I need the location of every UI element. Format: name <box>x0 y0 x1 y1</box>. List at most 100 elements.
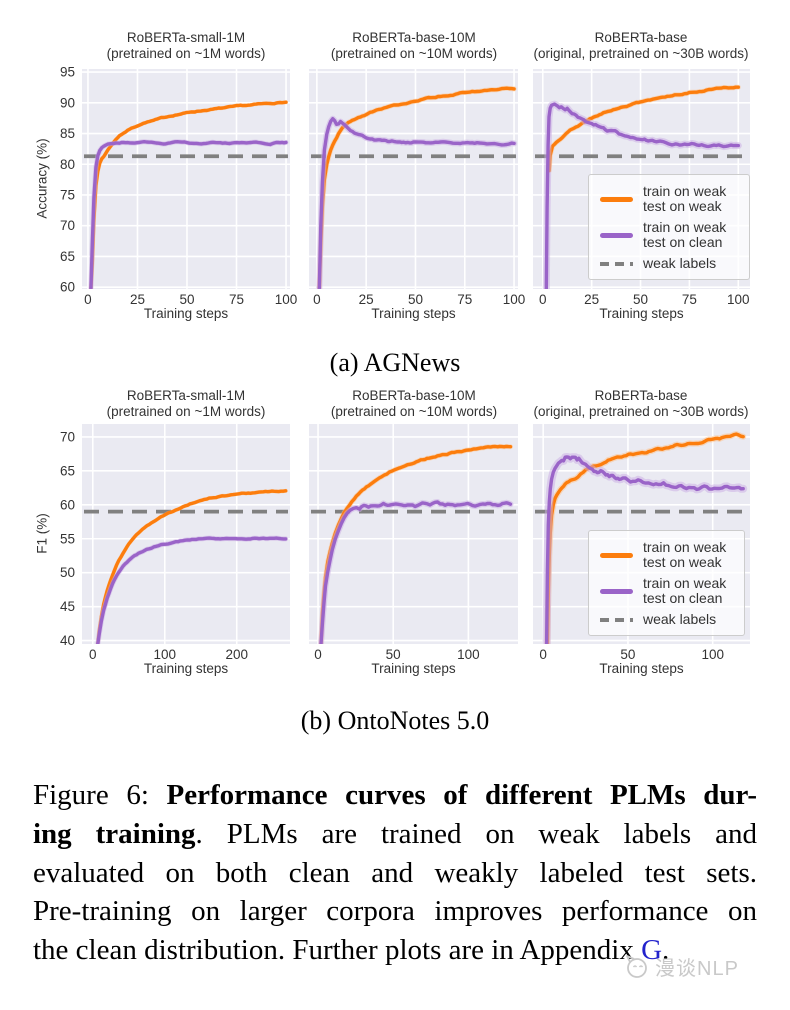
watermark-text: 漫谈NLP <box>655 957 739 980</box>
x-axis-label: Training steps <box>599 306 684 321</box>
legend-item-train-weak-test-clean: train on weak test on clean <box>600 220 739 250</box>
panel-title-line2: (original, pretrained on ~30B words) <box>533 403 749 419</box>
chart-legend: train on weak test on weak train on weak t… <box>588 174 750 280</box>
caption-line: Pre-training on larger corpora improves … <box>33 892 757 931</box>
caption-text: Pre-training on larger corpora improves … <box>33 895 757 928</box>
watermark-logo-icon <box>626 955 647 978</box>
panel-title-line1: RoBERTa-small-1M <box>126 388 246 403</box>
svg-text:50: 50 <box>408 292 423 307</box>
panel-title-b3: RoBERTa-base (original, pretrained on ~3… <box>501 388 781 419</box>
legend-item-train-weak-test-weak: train on weak test on weak <box>600 540 734 570</box>
svg-text:50: 50 <box>60 565 75 580</box>
svg-text:50: 50 <box>179 292 194 307</box>
legend-label: train on weak <box>643 539 727 555</box>
svg-text:50: 50 <box>620 647 635 662</box>
legend-label: train on weak <box>643 183 727 199</box>
legend-label: test on weak <box>643 198 722 214</box>
svg-text:75: 75 <box>457 292 472 307</box>
svg-text:65: 65 <box>60 463 75 478</box>
svg-text:200: 200 <box>225 647 248 662</box>
legend-line-purple <box>600 232 633 238</box>
y-axis-label-f1: F1 (%) <box>34 513 50 554</box>
legend-label: weak labels <box>643 611 717 627</box>
panel-title-line1: RoBERTa-base <box>594 388 688 403</box>
legend-label: test on weak <box>643 554 722 570</box>
svg-text:100: 100 <box>275 292 298 307</box>
panel-title-line1: RoBERTa-small-1M <box>126 30 246 45</box>
svg-text:0: 0 <box>84 292 92 307</box>
svg-text:90: 90 <box>60 95 75 110</box>
panel-title-line2: (pretrained on ~10M words) <box>330 403 498 419</box>
panel-title-b1: RoBERTa-small-1M (pretrained on ~1M word… <box>46 388 326 419</box>
panel-title-line2: (pretrained on ~10M words) <box>330 45 498 61</box>
charts-canvas: 0 25 50 75 100 60 65 70 75 80 85 90 95 0 25 50 75 100 0 25 5… <box>60 65 750 662</box>
svg-text:70: 70 <box>60 218 75 233</box>
svg-text:80: 80 <box>60 157 75 172</box>
legend-label: test on clean <box>643 590 723 606</box>
legend-line-orange <box>600 552 633 558</box>
panel-title-line1: RoBERTa-base-10M <box>352 30 476 45</box>
svg-text:45: 45 <box>60 599 75 614</box>
panel-title-line2: (original, pretrained on ~30B words) <box>533 45 749 61</box>
subfigure-label-a: (a) AGNews <box>329 348 461 377</box>
svg-text:100: 100 <box>457 647 480 662</box>
subfigure-label-b: (b) OntoNotes 5.0 <box>300 706 490 735</box>
svg-text:25: 25 <box>130 292 145 307</box>
caption-line: ing training. PLMs are trained on weak l… <box>33 815 757 854</box>
svg-text:55: 55 <box>60 531 75 546</box>
caption-text: . PLMs are trained on weak labels and <box>195 817 757 850</box>
panel-title-a1: RoBERTa-small-1M (pretrained on ~1M word… <box>46 30 326 61</box>
caption-text: the clean distribution. Further plots ar… <box>33 934 642 967</box>
svg-text:75: 75 <box>682 292 697 307</box>
x-axis-label: Training steps <box>371 306 456 321</box>
chart-legend: train on weak test on weak train on weak t… <box>588 530 745 636</box>
caption-text: Figure 6: <box>33 779 167 811</box>
svg-text:40: 40 <box>60 633 75 648</box>
svg-text:95: 95 <box>60 65 75 80</box>
caption-text: . <box>662 934 670 967</box>
panel-title-a3: RoBERTa-base (original, pretrained on ~3… <box>501 30 781 61</box>
svg-text:100: 100 <box>701 647 724 662</box>
watermark: 漫谈NLP <box>622 951 739 981</box>
svg-text:60: 60 <box>60 280 75 295</box>
panel-title-b2: RoBERTa-base-10M (pretrained on ~10M wor… <box>274 388 554 419</box>
legend-label: train on weak <box>643 219 727 235</box>
svg-text:85: 85 <box>60 126 75 141</box>
legend-dashed-line <box>600 261 633 266</box>
caption-text: Performance curves of different PLMs dur… <box>166 779 757 811</box>
legend-item-weak-labels: weak labels <box>600 256 739 271</box>
legend-label: train on weak <box>643 575 727 591</box>
svg-text:100: 100 <box>503 292 526 307</box>
panel-title-line1: RoBERTa-base <box>594 30 688 45</box>
svg-text:75: 75 <box>60 187 75 202</box>
svg-text:0: 0 <box>539 647 547 662</box>
legend-item-train-weak-test-weak: train on weak test on weak <box>600 184 739 214</box>
caption-text: ing training <box>33 817 196 850</box>
appendix-link[interactable]: G <box>641 934 663 967</box>
svg-text:0: 0 <box>89 647 97 662</box>
legend-line-orange <box>600 196 633 202</box>
legend-label: test on clean <box>643 234 723 250</box>
panel-title-line2: (pretrained on ~1M words) <box>106 45 266 61</box>
svg-text:0: 0 <box>314 647 322 662</box>
svg-text:25: 25 <box>584 292 599 307</box>
svg-text:50: 50 <box>386 647 401 662</box>
svg-text:0: 0 <box>313 292 321 307</box>
panel-title-a2: RoBERTa-base-10M (pretrained on ~10M wor… <box>274 30 554 61</box>
legend-dashed-line <box>600 617 633 622</box>
legend-item-train-weak-test-clean: train on weak test on clean <box>600 576 734 606</box>
caption-text: evaluated on both clean and weakly label… <box>33 856 757 889</box>
caption-line: the clean distribution. Further plots ar… <box>33 931 757 970</box>
figure-6-charts: 0 25 50 75 100 60 65 70 75 80 85 90 95 0 25 50 75 100 0 25 5… <box>34 30 781 735</box>
svg-text:50: 50 <box>633 292 648 307</box>
y-axis-label-accuracy: Accuracy (%) <box>34 138 50 219</box>
legend-line-purple <box>600 588 633 594</box>
svg-text:75: 75 <box>229 292 244 307</box>
x-axis-label: Training steps <box>599 661 684 676</box>
svg-text:70: 70 <box>60 429 75 444</box>
x-axis-label: Training steps <box>371 661 456 676</box>
x-axis-label: Training steps <box>143 661 229 676</box>
svg-text:100: 100 <box>727 292 750 307</box>
svg-text:0: 0 <box>539 292 547 307</box>
panel-title-line1: RoBERTa-base-10M <box>352 388 476 403</box>
